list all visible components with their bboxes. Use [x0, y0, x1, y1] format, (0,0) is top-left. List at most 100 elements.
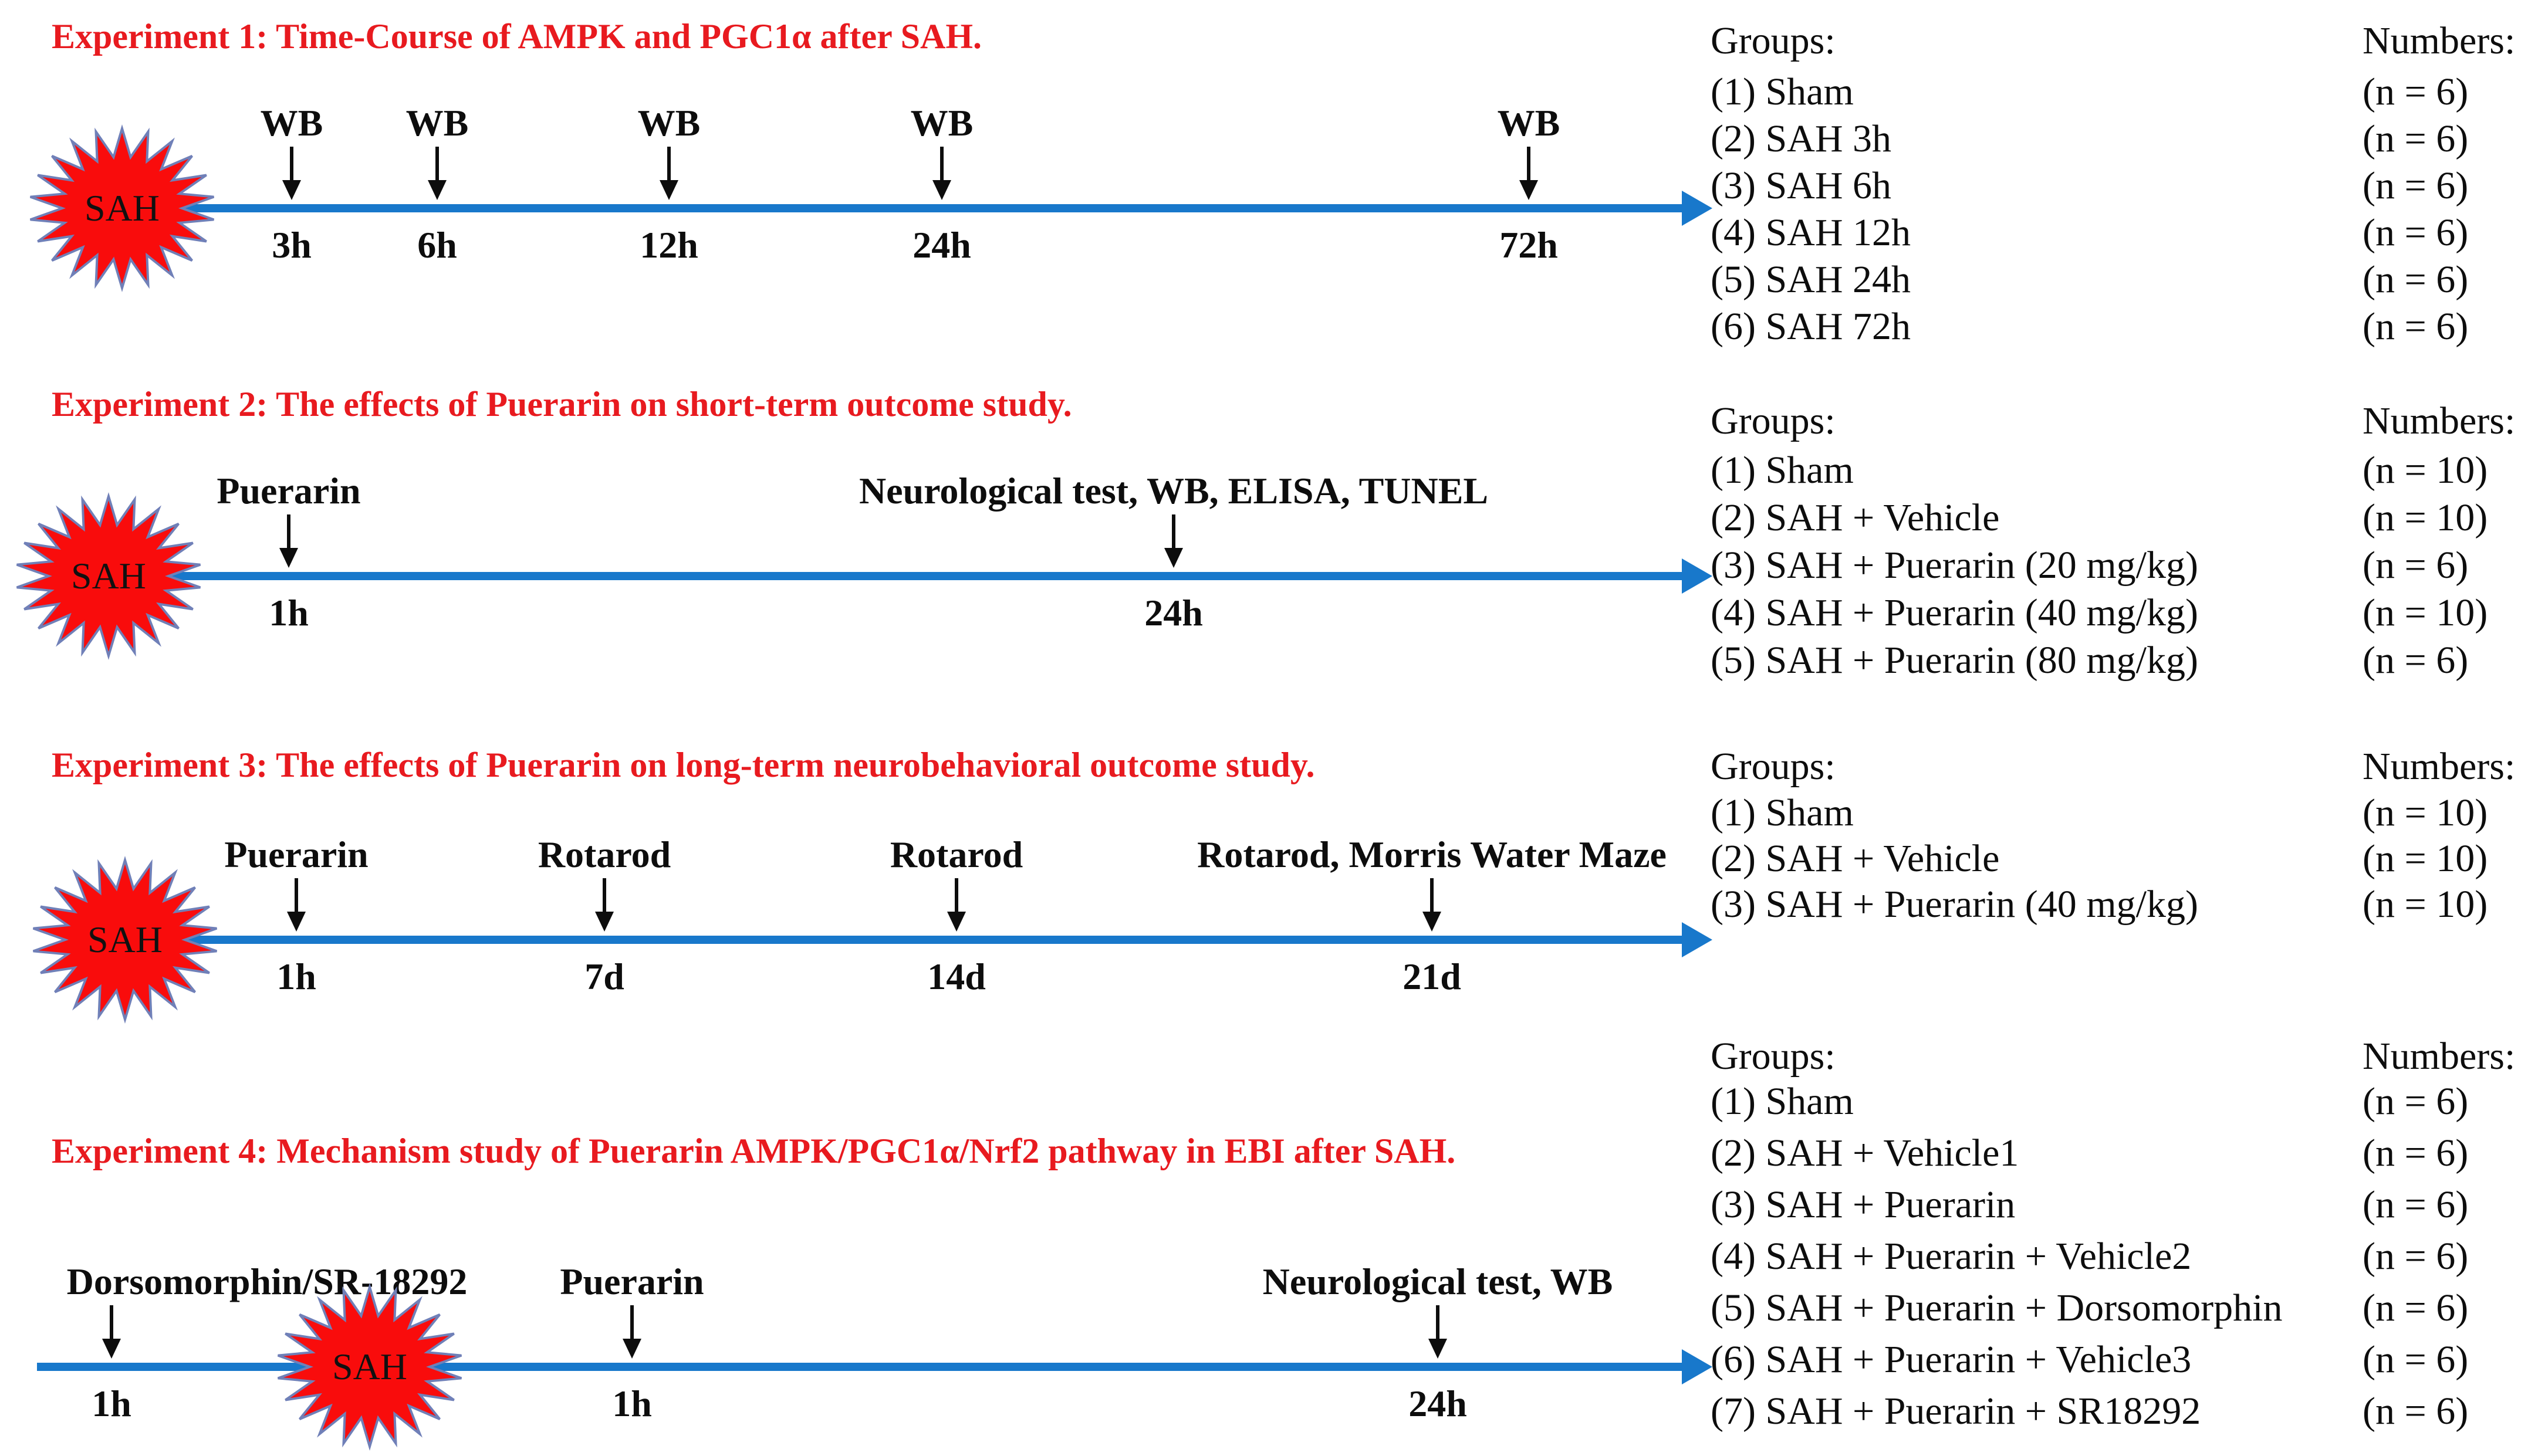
- groups-header: Groups:: [1711, 745, 1836, 788]
- groups-header: Groups:: [1711, 399, 1836, 442]
- event-time-label: 24h: [1144, 592, 1203, 634]
- group-row-n: (n = 10): [2363, 837, 2488, 880]
- group-row-name: (6) SAH 72h: [1711, 305, 1911, 348]
- group-row-name: (1) Sham: [1711, 70, 1854, 113]
- event-arrow-stem: [1527, 147, 1530, 182]
- event-arrow-stem: [295, 878, 298, 913]
- group-row-n: (n = 6): [2363, 1286, 2469, 1329]
- event-time-label: 1h: [276, 956, 316, 997]
- group-row-name: (3) SAH 6h: [1711, 164, 1891, 207]
- sah-star-label: SAH: [70, 555, 147, 597]
- event-time-label: 1h: [612, 1383, 652, 1424]
- numbers-header: Numbers:: [2363, 1035, 2516, 1078]
- timeline-arrowhead-icon: [1682, 1349, 1712, 1384]
- event-arrow-stem: [435, 147, 439, 182]
- event-arrow-head-icon: [279, 548, 298, 568]
- event-time-label: 6h: [417, 224, 457, 266]
- group-row-n: (n = 6): [2363, 1235, 2469, 1278]
- event-time-label: 72h: [1499, 224, 1558, 266]
- experiment-3-title: Experiment 3: The effects of Puerarin on…: [52, 746, 1315, 784]
- event-time-label: 14d: [927, 956, 986, 997]
- group-row-name: (4) SAH + Puerarin (40 mg/kg): [1711, 591, 2198, 634]
- event-label: Dorsomorphin/SR-18292: [66, 1261, 468, 1302]
- event-arrow-stem: [1436, 1305, 1439, 1340]
- event-arrow-head-icon: [282, 180, 301, 200]
- numbers-header: Numbers:: [2363, 399, 2516, 442]
- group-row-name: (2) SAH 3h: [1711, 117, 1891, 160]
- group-row-n: (n = 6): [2363, 164, 2469, 207]
- event-label: Puerarin: [224, 834, 369, 875]
- event-label: WB: [1497, 102, 1560, 144]
- timeline-arrowhead-icon: [1682, 922, 1712, 957]
- event-arrow-stem: [955, 878, 958, 913]
- starburst-shape: [277, 1282, 462, 1451]
- event-arrow-stem: [940, 147, 944, 182]
- event-label: Rotarod: [538, 834, 671, 875]
- experiment-2-title: Experiment 2: The effects of Puerarin on…: [52, 385, 1072, 424]
- group-row-n: (n = 10): [2363, 883, 2488, 926]
- group-row-n: (n = 10): [2363, 791, 2488, 834]
- group-row-name: (4) SAH 12h: [1711, 211, 1911, 254]
- sah-star-icon: [28, 855, 222, 1025]
- starburst-shape: [32, 855, 218, 1024]
- event-label: Neurological test, WB, ELISA, TUNEL: [859, 470, 1489, 512]
- event-arrow-stem: [1172, 514, 1175, 550]
- event-time-label: 1h: [92, 1383, 131, 1424]
- event-time-label: 24h: [913, 224, 971, 266]
- group-row-name: (3) SAH + Puerarin: [1711, 1183, 2016, 1226]
- groups-header: Groups:: [1711, 1035, 1836, 1078]
- group-row-name: (1) Sham: [1711, 791, 1854, 834]
- group-row-n: (n = 6): [2363, 1080, 2469, 1123]
- timeline-arrowhead-icon: [1682, 191, 1712, 226]
- group-row-name: (2) SAH + Vehicle: [1711, 837, 2000, 880]
- event-arrow-head-icon: [947, 912, 966, 932]
- group-row-name: (1) Sham: [1711, 1080, 1854, 1123]
- event-time-label: 21d: [1403, 956, 1461, 997]
- event-label: WB: [637, 102, 701, 144]
- sah-star-label: SAH: [87, 919, 163, 960]
- event-time-label: 12h: [640, 224, 698, 266]
- event-arrow-head-icon: [595, 912, 614, 932]
- timeline-line: [122, 204, 1683, 212]
- groups-header: Groups:: [1711, 19, 1836, 62]
- group-row-name: (5) SAH + Puerarin + Dorsomorphin: [1711, 1286, 2283, 1329]
- group-row-name: (1) Sham: [1711, 449, 1854, 492]
- group-row-n: (n = 6): [2363, 70, 2469, 113]
- group-row-n: (n = 6): [2363, 1183, 2469, 1226]
- experiment-4-title: Experiment 4: Mechanism study of Puerari…: [52, 1132, 1456, 1170]
- sah-star-icon: [25, 123, 219, 293]
- event-time-label: 1h: [269, 592, 309, 634]
- sah-star-label: SAH: [84, 187, 160, 229]
- numbers-header: Numbers:: [2363, 19, 2516, 62]
- event-arrow-head-icon: [1422, 912, 1441, 932]
- event-time-label: 7d: [584, 956, 624, 997]
- group-row-n: (n = 6): [2363, 1390, 2469, 1433]
- group-row-n: (n = 10): [2363, 449, 2488, 492]
- event-arrow-stem: [287, 514, 290, 550]
- event-arrow-head-icon: [1164, 548, 1183, 568]
- group-row-n: (n = 10): [2363, 496, 2488, 539]
- starburst-shape: [29, 124, 215, 293]
- group-row-name: (6) SAH + Puerarin + Vehicle3: [1711, 1338, 2192, 1381]
- event-arrow-stem: [290, 147, 293, 182]
- event-label: WB: [405, 102, 469, 144]
- event-arrow-stem: [667, 147, 671, 182]
- event-label: WB: [260, 102, 323, 144]
- event-arrow-stem: [603, 878, 606, 913]
- sah-star-icon: [273, 1282, 467, 1452]
- event-arrow-head-icon: [287, 912, 306, 932]
- group-row-name: (4) SAH + Puerarin + Vehicle2: [1711, 1235, 2192, 1278]
- group-row-name: (3) SAH + Puerarin (40 mg/kg): [1711, 883, 2198, 926]
- event-arrow-stem: [1430, 878, 1434, 913]
- group-row-n: (n = 6): [2363, 117, 2469, 160]
- event-label: Neurological test, WB: [1262, 1261, 1613, 1302]
- starburst-shape: [16, 492, 201, 661]
- event-time-label: 24h: [1408, 1383, 1467, 1424]
- timeline-line: [125, 936, 1683, 944]
- event-arrow-head-icon: [660, 180, 678, 200]
- group-row-name: (2) SAH + Vehicle: [1711, 496, 2000, 539]
- event-arrow-head-icon: [1428, 1339, 1447, 1359]
- group-row-n: (n = 6): [2363, 1338, 2469, 1381]
- group-row-n: (n = 6): [2363, 211, 2469, 254]
